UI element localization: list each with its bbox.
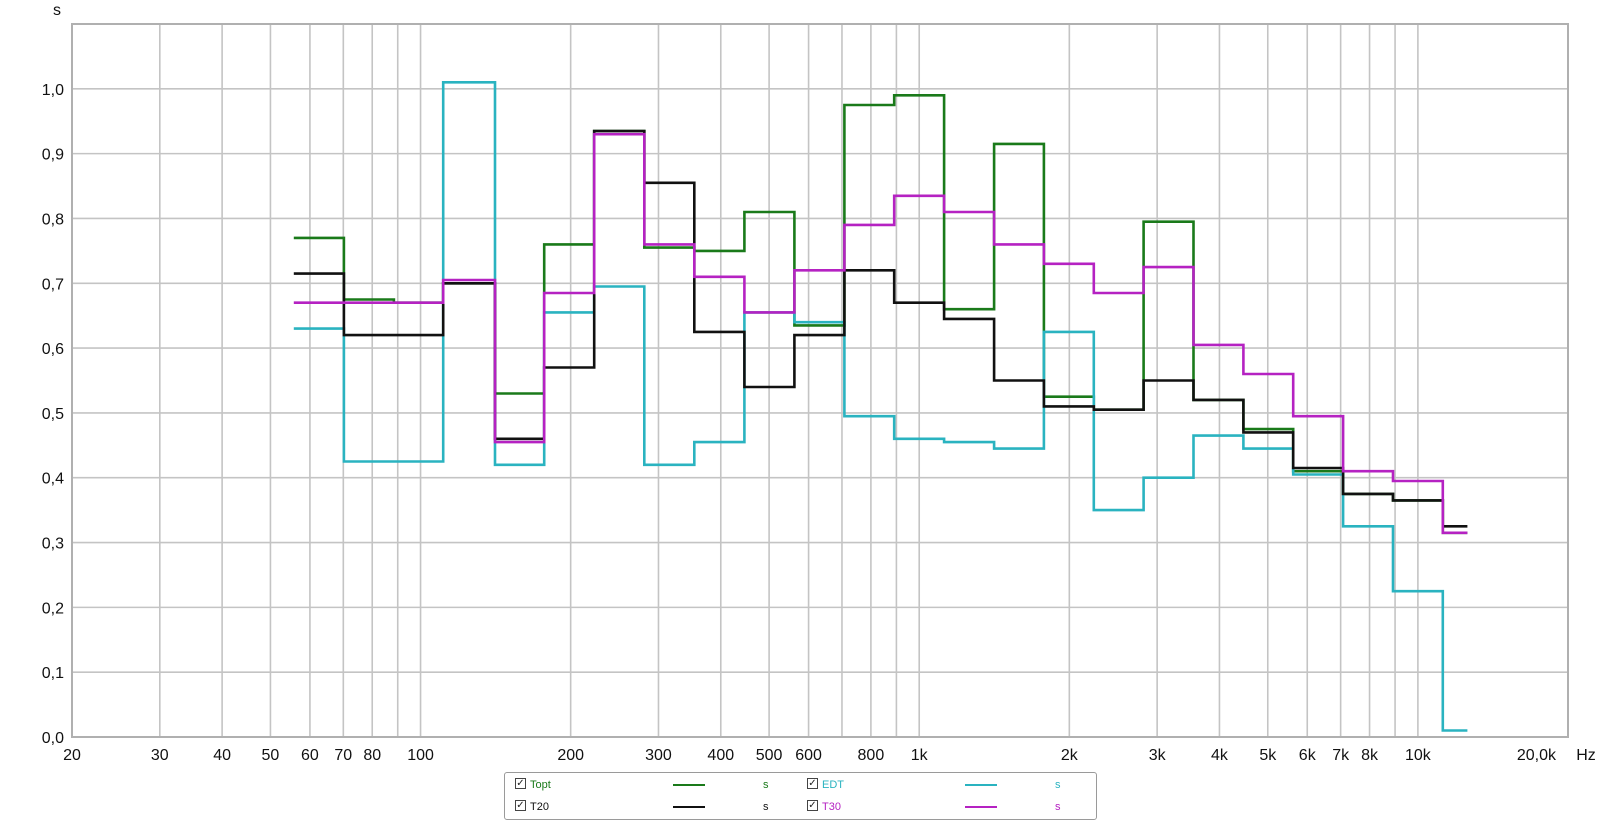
y-tick-label: 0,5 — [42, 406, 64, 423]
x-tick-label: 600 — [795, 747, 822, 764]
x-tick-label: 3k — [1149, 747, 1167, 764]
x-tick-label: 4k — [1211, 747, 1229, 764]
x-axis-label: Hz — [1576, 747, 1596, 764]
legend-checkbox-edt[interactable]: ✓ — [807, 778, 818, 789]
x-tick-label: 6k — [1299, 747, 1317, 764]
legend-checkbox-topt[interactable]: ✓ — [515, 778, 526, 789]
y-tick-label: 0,8 — [42, 211, 64, 228]
y-tick-label: 0,7 — [42, 276, 64, 293]
legend-label: EDT — [822, 779, 844, 791]
legend-label: T20 — [530, 801, 549, 813]
x-tick-label: 20,0k — [1517, 747, 1557, 764]
y-axis-ticks: 0,0 0,1 0,2 0,3 0,4 0,5 0,6 0,7 0,8 0,9 1,0 — [42, 82, 64, 747]
legend-checkbox-t30[interactable]: ✓ — [807, 800, 818, 811]
x-axis-ticks: 20 30 40 50 60 70 80 100 200 300 400 500 600 800 1k 2k 3… — [63, 747, 1557, 764]
legend: ✓ Topt s ✓ EDT s ✓ T20 s ✓ T30 s — [504, 772, 1097, 820]
x-tick-label: 40 — [213, 747, 231, 764]
x-tick-label: 2k — [1061, 747, 1079, 764]
x-tick-label: 5k — [1259, 747, 1277, 764]
series-group — [293, 81, 1468, 732]
y-tick-label: 0,3 — [42, 536, 64, 553]
x-tick-label: 50 — [262, 747, 280, 764]
y-tick-label: 0,9 — [42, 147, 64, 164]
legend-checkbox-t20[interactable]: ✓ — [515, 800, 526, 811]
y-tick-label: 1,0 — [42, 82, 64, 99]
plot-frame — [71, 23, 1569, 738]
x-tick-label: 200 — [557, 747, 584, 764]
x-tick-label: 500 — [756, 747, 783, 764]
x-tick-label: 80 — [363, 747, 381, 764]
x-tick-label: 300 — [645, 747, 672, 764]
y-tick-label: 0,2 — [42, 600, 64, 617]
legend-unit: s — [1055, 779, 1061, 791]
x-tick-label: 10k — [1405, 747, 1432, 764]
legend-unit: s — [1055, 801, 1061, 813]
y-tick-label: 0,6 — [42, 341, 64, 358]
legend-swatch — [965, 784, 997, 786]
x-tick-label: 7k — [1332, 747, 1350, 764]
series-line-t30 — [293, 132, 1468, 535]
y-tick-label: 0,1 — [42, 665, 64, 682]
series-line-t20 — [293, 129, 1468, 528]
y-axis-label: s — [53, 2, 61, 19]
x-tick-label: 60 — [301, 747, 319, 764]
legend-swatch — [673, 784, 705, 786]
legend-unit: s — [763, 779, 769, 791]
x-tick-label: 20 — [63, 747, 81, 764]
x-tick-label: 100 — [407, 747, 434, 764]
x-tick-label: 70 — [334, 747, 352, 764]
x-tick-label: 8k — [1361, 747, 1379, 764]
x-tick-label: 800 — [858, 747, 885, 764]
legend-label: Topt — [530, 779, 551, 791]
plot-area — [72, 24, 1568, 737]
x-tick-label: 30 — [151, 747, 169, 764]
legend-unit: s — [763, 801, 769, 813]
legend-swatch — [673, 806, 705, 808]
legend-swatch — [965, 806, 997, 808]
x-tick-label: 1k — [911, 747, 929, 764]
legend-label: T30 — [822, 801, 841, 813]
x-tick-label: 400 — [707, 747, 734, 764]
y-tick-label: 0,4 — [42, 471, 64, 488]
y-tick-label: 0,0 — [42, 730, 64, 747]
